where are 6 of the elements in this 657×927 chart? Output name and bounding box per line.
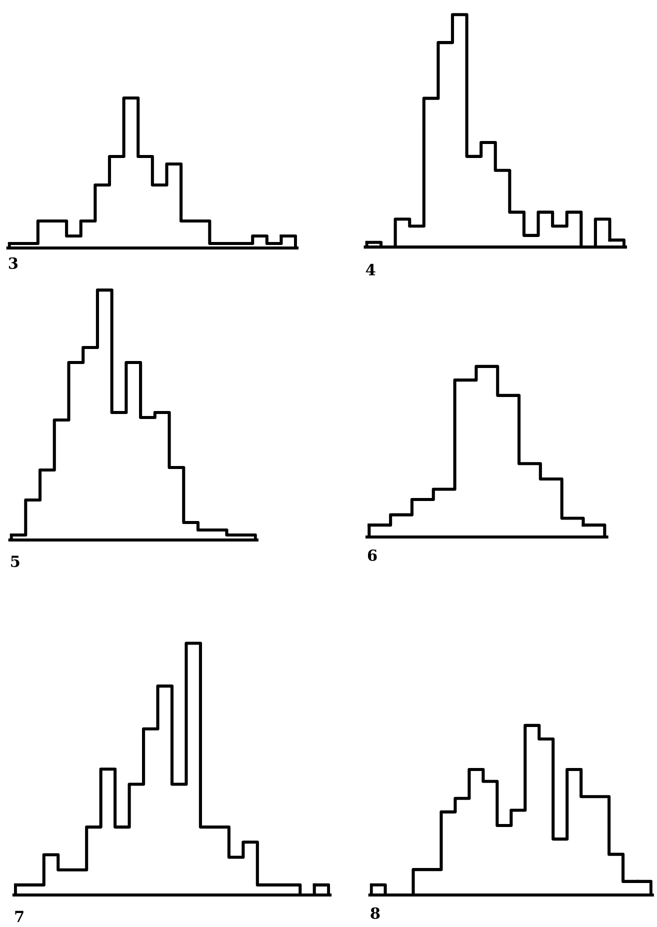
- text: 3: [8, 257, 18, 269]
- text: 5: [11, 556, 20, 568]
- text: 6: [368, 549, 377, 562]
- text: 7: [15, 910, 24, 922]
- text: 4: [366, 264, 376, 276]
- text: 8: [370, 907, 380, 919]
